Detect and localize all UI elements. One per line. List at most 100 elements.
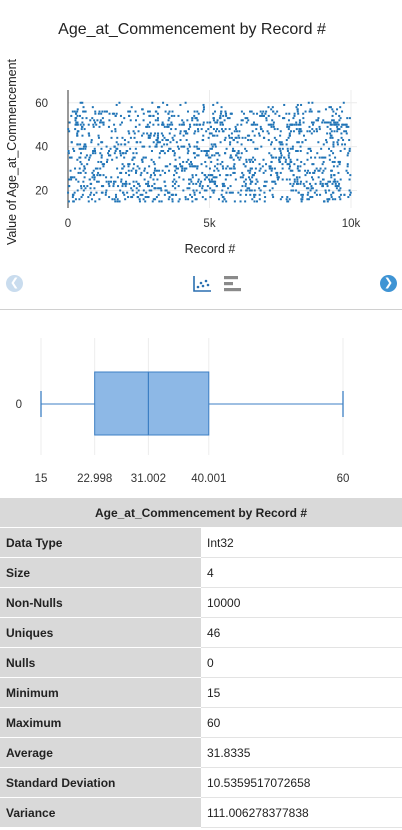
scatter-point xyxy=(323,121,326,124)
scatter-point xyxy=(169,141,172,144)
scatter-point xyxy=(322,156,325,159)
scatter-point xyxy=(193,132,196,135)
scatter-point xyxy=(97,136,100,139)
scatter-point xyxy=(237,134,240,137)
scatter-point xyxy=(298,119,301,122)
scatter-point xyxy=(195,117,198,120)
scatter-point xyxy=(138,123,141,126)
scatter-point xyxy=(265,119,268,122)
scatter-point xyxy=(285,198,288,201)
scatter-point xyxy=(307,191,310,194)
scatter-point xyxy=(249,167,252,170)
scatter-point xyxy=(121,167,124,170)
scatter-point xyxy=(210,143,213,146)
scatter-chart-panel: Age_at_Commencement by Record # 20 40 60 0 5… xyxy=(0,0,402,300)
scatter-point xyxy=(230,112,233,115)
scatter-point xyxy=(145,125,148,128)
scatter-point xyxy=(189,178,192,181)
scatter-point xyxy=(273,136,276,139)
scatter-point xyxy=(90,198,93,201)
scatter-point xyxy=(129,136,132,139)
scatter-point xyxy=(208,132,211,135)
scatter-point xyxy=(293,114,296,117)
scatter-point xyxy=(180,145,183,148)
scatter-point xyxy=(142,119,145,122)
scatter-point xyxy=(333,178,336,181)
scatter-point xyxy=(155,139,158,142)
scatter-point xyxy=(228,117,231,120)
scatter-point xyxy=(209,156,212,159)
scatter-point xyxy=(139,174,142,177)
scatter-point xyxy=(263,191,266,194)
scatter-point xyxy=(230,156,233,159)
scatter-point xyxy=(107,125,110,128)
scatter-point xyxy=(250,167,253,170)
scatter-point xyxy=(326,198,329,201)
scatter-point xyxy=(216,128,219,131)
scatter-point xyxy=(157,106,160,109)
scatter-point xyxy=(296,165,299,168)
scatter-point xyxy=(228,167,231,170)
stat-value: 31.8335 xyxy=(201,737,402,768)
scatter-point xyxy=(102,165,105,168)
scatter-point xyxy=(86,185,89,188)
scatter-point xyxy=(211,145,214,148)
scatter-point xyxy=(215,185,218,188)
scatter-point xyxy=(291,123,294,126)
scatter-point xyxy=(181,119,184,122)
scatter-point xyxy=(70,141,73,144)
scatter-point xyxy=(98,198,101,201)
scatter-point xyxy=(82,145,85,148)
scatter-point xyxy=(291,169,294,172)
scatter-point xyxy=(328,106,331,109)
chevron-left-icon[interactable]: ❮ xyxy=(6,275,23,292)
table-row: Average 31.8335 xyxy=(0,737,402,768)
scatter-point xyxy=(95,191,98,194)
scatter-point xyxy=(167,112,170,115)
scatter-point xyxy=(97,143,100,146)
scatter-point xyxy=(309,108,312,111)
scatter-point xyxy=(317,176,320,179)
scatter-point xyxy=(337,123,340,126)
scatter-point xyxy=(270,160,273,163)
scatter-point xyxy=(329,134,332,137)
scatter-point xyxy=(223,185,226,188)
scatter-chart-icon[interactable] xyxy=(191,274,213,294)
scatter-point xyxy=(306,171,309,174)
scatter-point xyxy=(348,117,351,120)
scatter-point xyxy=(258,169,261,172)
box-plot: 0 15 22.998 31.002 40.001 60 xyxy=(16,338,349,485)
scatter-point xyxy=(155,143,158,146)
chevron-right-icon[interactable]: ❯ xyxy=(380,275,397,292)
scatter-point xyxy=(258,198,261,201)
scatter-point xyxy=(200,163,203,166)
scatter-point xyxy=(155,196,158,199)
scatter-point xyxy=(189,193,192,196)
scatter-point xyxy=(311,163,314,166)
scatter-point xyxy=(233,167,236,170)
scatter-point xyxy=(336,128,339,131)
scatter-point xyxy=(187,128,190,131)
scatter-point xyxy=(261,130,264,133)
scatter-point xyxy=(311,101,314,104)
scatter-point xyxy=(276,174,279,177)
scatter-point xyxy=(330,176,333,179)
scatter-point xyxy=(216,119,219,122)
scatter-point xyxy=(100,154,103,157)
scatter-point xyxy=(76,189,79,192)
scatter-point xyxy=(212,191,215,194)
scatter-point xyxy=(94,200,97,203)
bar-chart-icon[interactable] xyxy=(222,274,244,294)
scatter-point xyxy=(143,169,146,172)
scatter-point xyxy=(208,178,211,181)
scatter-point xyxy=(182,189,185,192)
scatter-point xyxy=(164,165,167,168)
scatter-point xyxy=(256,180,259,183)
scatter-points xyxy=(67,101,352,203)
scatter-point xyxy=(178,156,181,159)
scatter-point xyxy=(152,114,155,117)
scatter-point xyxy=(175,167,178,170)
scatter-point xyxy=(296,110,299,113)
scatter-point xyxy=(348,178,351,181)
scatter-point xyxy=(76,143,79,146)
